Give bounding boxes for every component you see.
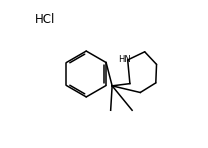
- Text: HN: HN: [118, 55, 131, 64]
- Text: HCl: HCl: [35, 13, 55, 26]
